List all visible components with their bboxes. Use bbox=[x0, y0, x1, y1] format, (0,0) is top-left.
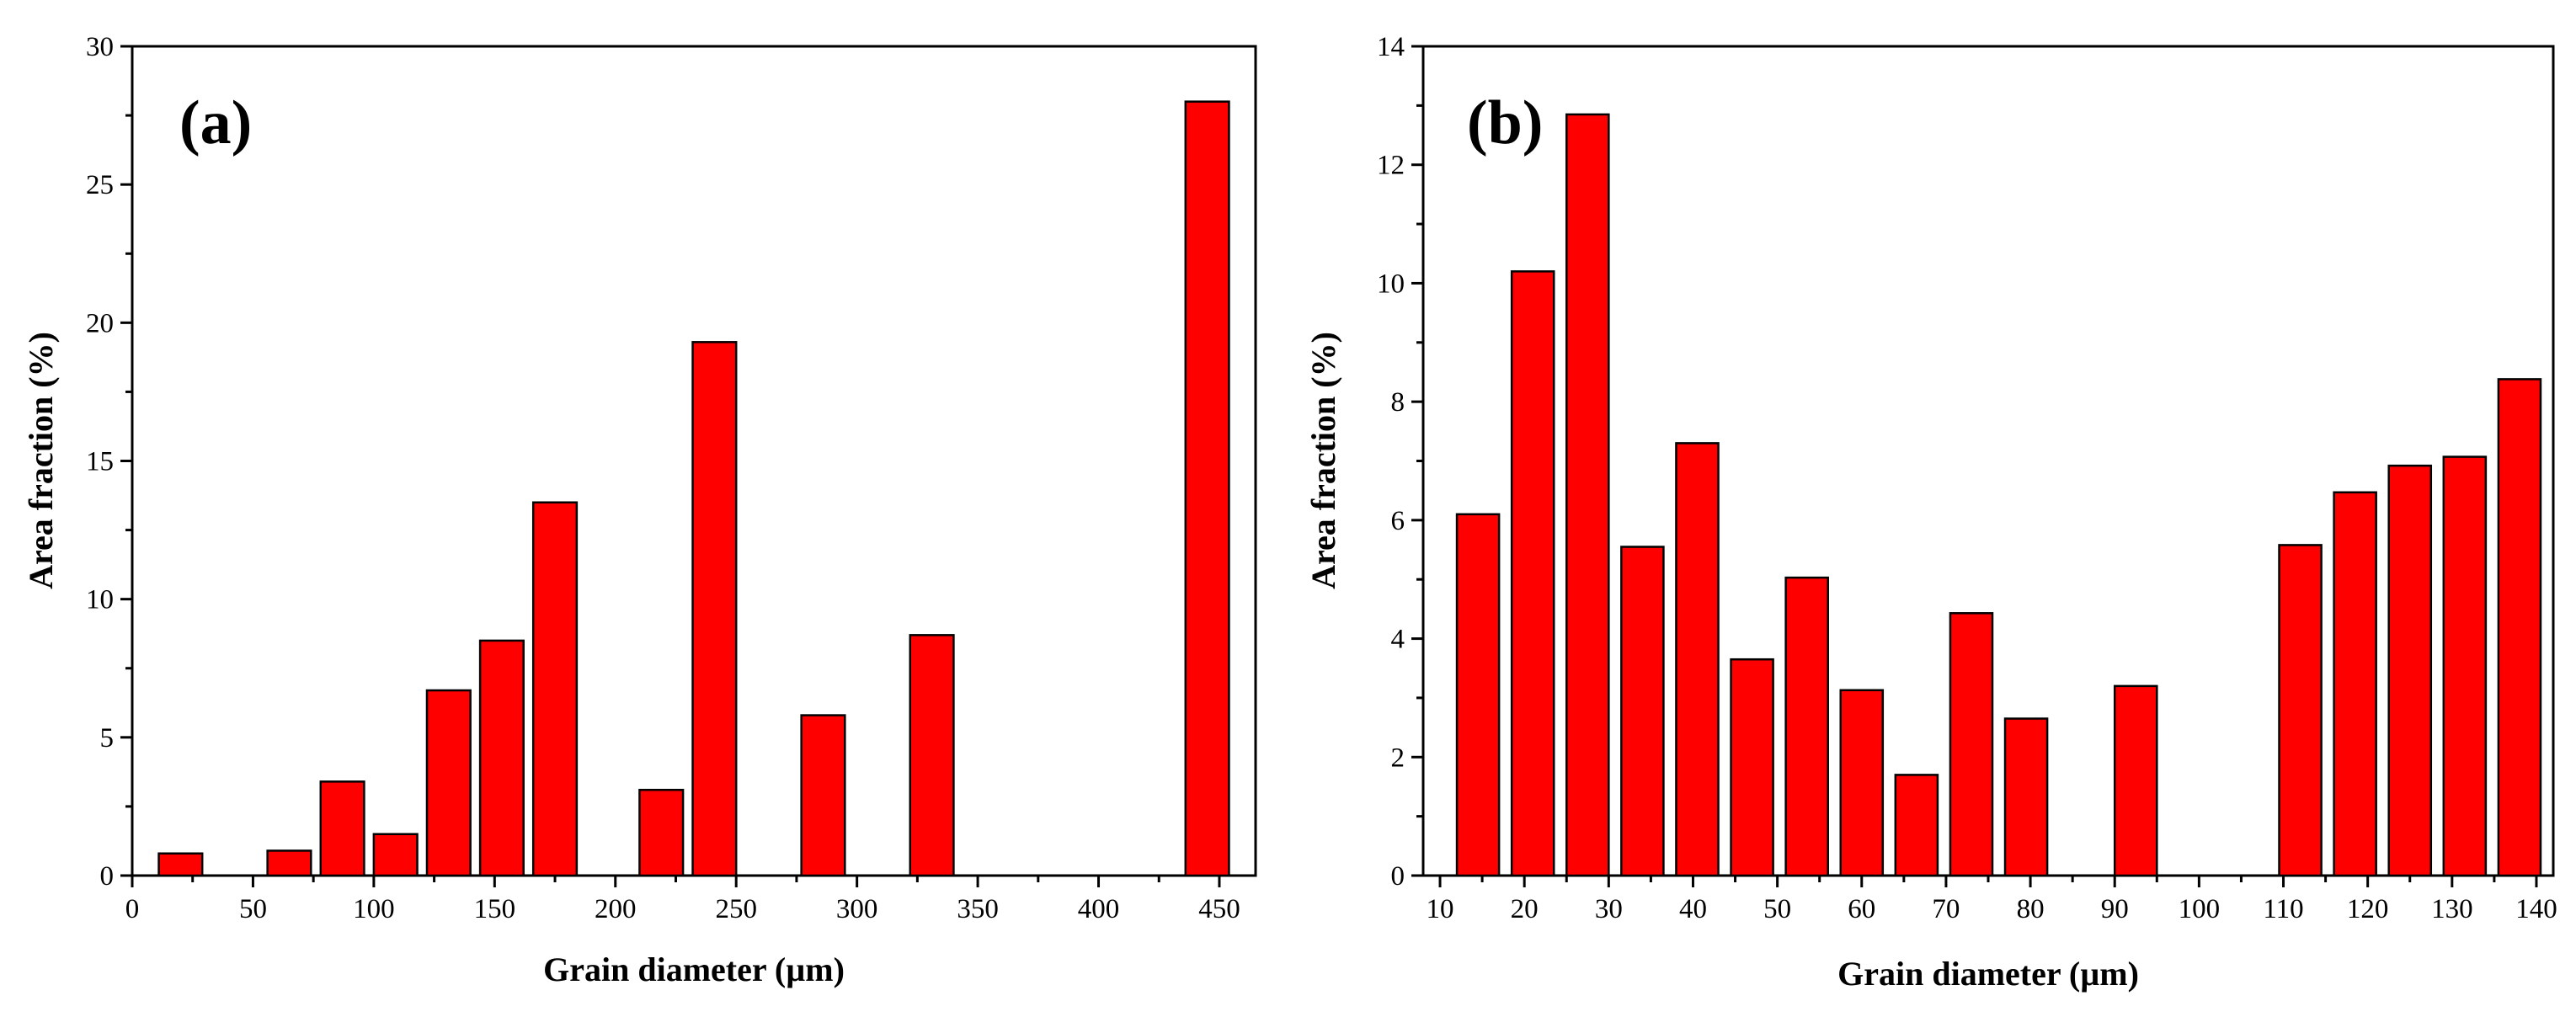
x-tick-label: 70 bbox=[1932, 894, 1960, 924]
bar bbox=[1565, 113, 1610, 877]
bar bbox=[2497, 378, 2542, 877]
x-tick-label: 400 bbox=[1078, 894, 1120, 924]
bar bbox=[1949, 612, 1994, 877]
x-tick-label: 200 bbox=[595, 894, 637, 924]
x-tick-label: 150 bbox=[474, 894, 516, 924]
y-tick-label: 10 bbox=[86, 585, 114, 615]
x-tick-label: 40 bbox=[1679, 894, 1707, 924]
chart-panel-a: 0 5 10 15 20 25 30 0 50 100 150 200 250 300 350 400 450… bbox=[22, 32, 1257, 988]
bar bbox=[638, 788, 685, 877]
y-axis-title-b: Area fraction (%) bbox=[1304, 332, 1342, 589]
bar bbox=[1184, 100, 1230, 877]
bar bbox=[2113, 684, 2158, 877]
bar bbox=[800, 714, 846, 877]
y-tick-label: 0 bbox=[100, 861, 115, 892]
y-tick-label: 14 bbox=[1377, 32, 1405, 62]
x-axis-b: 10 20 30 40 50 60 70 80 90 100 110 120 130 140 bbox=[1427, 876, 2557, 924]
bar bbox=[1510, 270, 1555, 877]
x-tick-label: 130 bbox=[2431, 894, 2473, 924]
x-tick-label: 90 bbox=[2101, 894, 2129, 924]
bar bbox=[157, 852, 204, 877]
x-tick-label: 60 bbox=[1848, 894, 1875, 924]
x-tick-label: 30 bbox=[1595, 894, 1623, 924]
panel-label-b: (b) bbox=[1467, 88, 1543, 157]
y-axis-a: 0 5 10 15 20 25 30 bbox=[86, 32, 132, 892]
y-tick-label: 25 bbox=[86, 170, 114, 200]
bar bbox=[1730, 658, 1774, 877]
x-axis-title-a: Grain diameter (µm) bbox=[543, 950, 845, 988]
y-axis-b: 0 2 4 6 8 10 12 14 bbox=[1377, 32, 1423, 892]
x-tick-label: 100 bbox=[2179, 894, 2221, 924]
bar bbox=[2003, 717, 2049, 877]
x-tick-label: 50 bbox=[239, 894, 267, 924]
x-tick-label: 350 bbox=[957, 894, 999, 924]
bar bbox=[266, 849, 312, 877]
bar bbox=[1675, 442, 1720, 877]
x-tick-label: 100 bbox=[353, 894, 395, 924]
x-tick-label: 140 bbox=[2515, 894, 2557, 924]
x-tick-label: 120 bbox=[2347, 894, 2389, 924]
y-tick-label: 10 bbox=[1377, 269, 1405, 299]
y-tick-label: 15 bbox=[86, 447, 114, 477]
bar bbox=[2387, 464, 2433, 877]
y-tick-label: 4 bbox=[1391, 625, 1405, 655]
bar bbox=[2442, 455, 2488, 877]
y-tick-label: 20 bbox=[86, 308, 114, 338]
bar bbox=[909, 634, 955, 877]
x-tick-label: 80 bbox=[2017, 894, 2045, 924]
y-tick-label: 30 bbox=[86, 32, 114, 62]
bar bbox=[1894, 774, 1939, 877]
y-axis-title-a: Area fraction (%) bbox=[22, 332, 60, 589]
bar-series-b bbox=[1455, 113, 2542, 877]
x-axis-title-b: Grain diameter (µm) bbox=[1837, 955, 2139, 993]
x-tick-label: 10 bbox=[1427, 894, 1454, 924]
x-tick-label: 50 bbox=[1763, 894, 1791, 924]
bar-series-a bbox=[157, 100, 1230, 877]
x-tick-label: 250 bbox=[715, 894, 757, 924]
bar bbox=[2278, 544, 2323, 877]
y-tick-label: 6 bbox=[1391, 506, 1405, 536]
bar bbox=[2333, 491, 2377, 877]
x-tick-label: 450 bbox=[1198, 894, 1240, 924]
x-tick-label: 300 bbox=[836, 894, 878, 924]
bar bbox=[478, 639, 525, 877]
bar bbox=[1784, 576, 1829, 877]
y-tick-label: 2 bbox=[1391, 743, 1405, 773]
bar bbox=[1620, 546, 1665, 877]
bar bbox=[1839, 689, 1885, 877]
x-tick-label: 20 bbox=[1511, 894, 1539, 924]
bar bbox=[691, 341, 738, 877]
y-tick-label: 5 bbox=[100, 723, 115, 753]
bar bbox=[425, 689, 472, 877]
y-tick-label: 12 bbox=[1377, 151, 1405, 181]
bar bbox=[319, 780, 365, 877]
y-tick-label: 0 bbox=[1391, 861, 1405, 892]
bar bbox=[531, 501, 579, 877]
x-tick-label: 0 bbox=[125, 894, 140, 924]
x-axis-a: 0 50 100 150 200 250 300 350 400 450 bbox=[125, 876, 1240, 924]
y-tick-label: 8 bbox=[1391, 387, 1405, 418]
bar bbox=[1455, 513, 1501, 877]
bar bbox=[372, 833, 419, 877]
panel-label-a: (a) bbox=[179, 88, 252, 157]
x-tick-label: 110 bbox=[2263, 894, 2303, 924]
